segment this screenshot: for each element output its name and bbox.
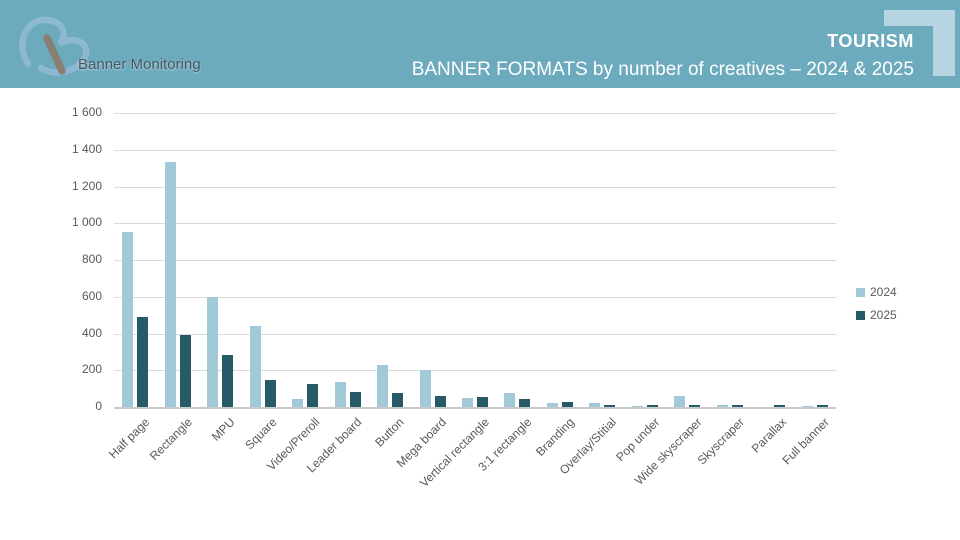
bar-2024 — [801, 406, 813, 407]
y-axis-tick-label: 0 — [95, 399, 102, 413]
bar-2025 — [392, 393, 404, 407]
bar-2024 — [674, 396, 686, 407]
bar-2025 — [222, 355, 234, 407]
bar-2025 — [731, 405, 743, 407]
bar-2025 — [646, 405, 658, 407]
bar-2024 — [377, 365, 389, 407]
legend-swatch-2025 — [856, 310, 865, 320]
x-axis-category-label: MPU — [208, 415, 238, 444]
bar-2025 — [604, 405, 616, 407]
bar-2024 — [546, 403, 558, 407]
gridline — [114, 370, 836, 372]
gridline — [114, 113, 836, 114]
y-axis-tick-label: 1 200 — [71, 178, 102, 193]
brand-name: Banner Monitoring — [78, 56, 201, 73]
legend-label: 2025 — [870, 308, 897, 322]
bar-2025 — [561, 402, 573, 407]
bar-2025 — [264, 380, 276, 407]
report-category-label: TOURISM — [827, 31, 914, 51]
y-axis-tick-label: 800 — [81, 252, 102, 266]
gridline — [114, 333, 836, 335]
x-axis-category-label: Button — [372, 415, 407, 450]
bar-2025 — [179, 335, 191, 407]
bar-2024 — [716, 405, 728, 407]
y-axis-tick-label: 1 600 — [71, 105, 102, 119]
gridline — [114, 223, 836, 225]
x-axis-category-label: Square — [242, 415, 280, 453]
chart-title: BANNER FORMATS by number of creatives – … — [411, 59, 914, 80]
bar-2024 — [122, 232, 134, 407]
bar-2025 — [689, 405, 701, 407]
bar-2025 — [519, 399, 531, 407]
bar-2024 — [164, 162, 176, 407]
x-axis-category-label: Half page — [105, 415, 153, 462]
bar-2024 — [292, 399, 304, 407]
bar-2024 — [334, 382, 346, 407]
gridline — [114, 296, 836, 298]
bar-2024 — [249, 326, 261, 407]
bar-2025 — [774, 405, 786, 407]
bar-2024 — [419, 370, 431, 407]
y-axis-tick-label: 200 — [81, 362, 102, 377]
y-axis-tick-label: 1 400 — [71, 141, 102, 156]
gridline — [114, 149, 836, 151]
bar-2025 — [434, 396, 446, 407]
y-axis-tick-label: 400 — [81, 325, 102, 340]
bar-2024 — [631, 406, 643, 407]
legend-swatch-2024 — [856, 287, 865, 297]
x-axis-line — [114, 407, 836, 409]
bar-2025 — [816, 405, 828, 407]
legend-label: 2024 — [870, 285, 897, 299]
gridline — [114, 260, 836, 261]
bar-2024 — [207, 297, 219, 407]
bar-2024 — [462, 398, 473, 407]
y-axis-tick-label: 600 — [81, 288, 102, 303]
bar-chart: 0 200 400 600 800 1 000 1 200 1 400 1 600 Half pa… — [0, 88, 960, 540]
legend-item-2024: 2024 — [856, 285, 897, 299]
bar-2025 — [477, 397, 488, 407]
bar-2024 — [589, 403, 601, 407]
x-axis-category-label: Parallax — [748, 415, 790, 456]
gridline — [114, 186, 836, 188]
bar-2024 — [504, 393, 516, 407]
legend-item-2025: 2025 — [856, 308, 897, 322]
banner-monitoring-logo-icon — [19, 16, 90, 76]
x-axis-category-label: Rectangle — [146, 415, 195, 464]
y-axis-tick-label: 1 000 — [71, 215, 102, 230]
bar-2025 — [349, 392, 361, 407]
bar-2025 — [137, 317, 149, 407]
corner-decoration-vertical — [933, 10, 955, 76]
bar-2025 — [307, 384, 319, 407]
header-band: Banner Monitoring TOURISM BANNER FORMATS… — [0, 0, 960, 88]
